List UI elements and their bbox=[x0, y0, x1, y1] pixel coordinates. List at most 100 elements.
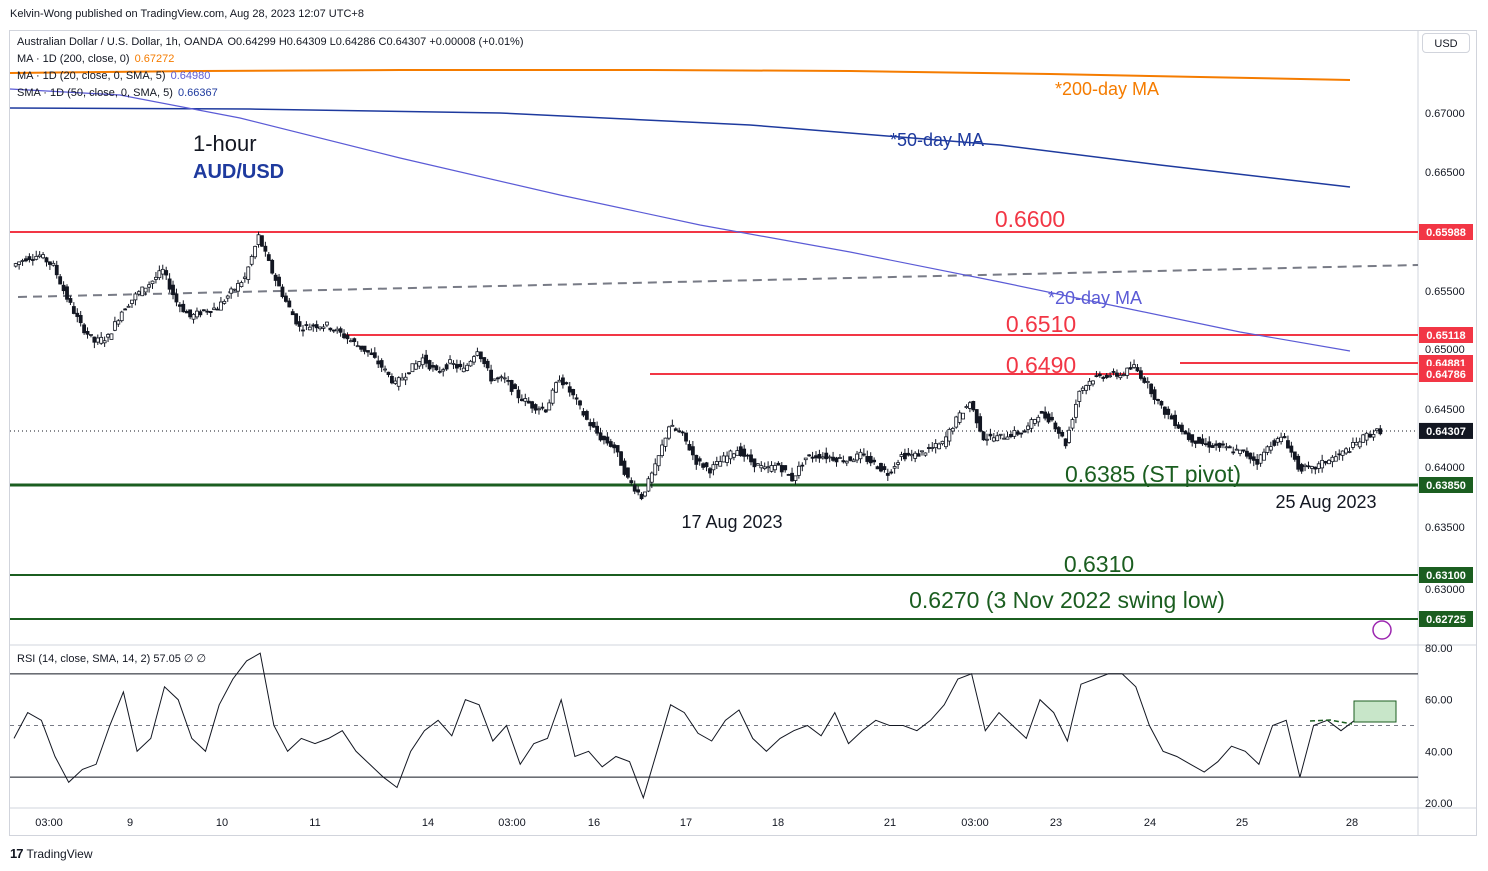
candle-body bbox=[424, 354, 429, 364]
candle-body bbox=[629, 480, 634, 484]
candle-body bbox=[431, 365, 435, 368]
candle-body bbox=[1015, 431, 1020, 435]
candle-body bbox=[1111, 371, 1116, 373]
candle-body bbox=[1050, 416, 1054, 421]
candle-body bbox=[653, 463, 658, 476]
candle-body bbox=[1227, 446, 1232, 449]
candle-body bbox=[403, 376, 408, 381]
candle-body bbox=[1255, 459, 1260, 465]
trendline-dashed bbox=[17, 264, 1419, 298]
rsi-panel bbox=[10, 652, 1418, 800]
candle-body bbox=[547, 402, 552, 411]
candle-body bbox=[882, 466, 887, 471]
candle-body bbox=[1214, 443, 1219, 446]
candle-body bbox=[721, 455, 726, 463]
candle-body bbox=[461, 367, 466, 373]
price-tick-label: 0.65000 bbox=[1425, 344, 1465, 356]
candle-body bbox=[1197, 436, 1201, 444]
candle-body bbox=[239, 282, 244, 288]
candle-body bbox=[1046, 413, 1051, 423]
candle-body bbox=[773, 465, 777, 471]
candle-body bbox=[1268, 446, 1273, 451]
ma20-value: 0.64980 bbox=[170, 70, 211, 82]
candle-body bbox=[516, 389, 521, 399]
candle-body bbox=[807, 454, 812, 457]
candle-body bbox=[673, 428, 678, 431]
candle-body bbox=[889, 471, 894, 474]
ma20-line bbox=[9, 88, 1351, 352]
time-tick-label: 03:00 bbox=[961, 817, 989, 829]
candle-body bbox=[540, 406, 545, 409]
ma200-value: 0.67272 bbox=[134, 53, 175, 65]
candle-body bbox=[1299, 464, 1304, 472]
candle-body bbox=[136, 291, 141, 295]
horizontal-levels bbox=[10, 231, 1419, 620]
rsi-legend[interactable]: RSI (14, close, SMA, 14, 2) 57.05 ∅ ∅ bbox=[17, 653, 207, 665]
candle-body bbox=[458, 363, 463, 368]
candle-body bbox=[1009, 434, 1013, 438]
candle-body bbox=[1029, 419, 1034, 429]
candle-body bbox=[1135, 367, 1140, 372]
candle-body bbox=[396, 377, 401, 387]
candle-body bbox=[195, 310, 199, 318]
candle-body bbox=[855, 453, 859, 461]
candle-body bbox=[523, 398, 528, 402]
candle-body bbox=[950, 428, 955, 432]
candle-body bbox=[1128, 367, 1133, 370]
candle-body bbox=[892, 466, 897, 469]
candle-body bbox=[352, 338, 357, 343]
legend-sma50[interactable]: SMA · 1D (50, close, 0, SMA, 5) 0.66367 bbox=[17, 87, 218, 99]
candle-body bbox=[1091, 380, 1095, 385]
price-badge bbox=[1419, 567, 1473, 583]
candle-body bbox=[649, 472, 654, 483]
legend-ma20[interactable]: MA · 1D (20, close, 0, SMA, 5) 0.64980 bbox=[17, 70, 210, 82]
candle-body bbox=[434, 365, 439, 371]
candle-body bbox=[1217, 442, 1222, 448]
candle-body bbox=[133, 293, 138, 301]
candle-body bbox=[17, 261, 22, 265]
candle-body bbox=[861, 453, 866, 456]
resistance-0510-label: 0.6510 bbox=[1006, 311, 1076, 337]
candle-body bbox=[1101, 376, 1106, 379]
candle-body bbox=[1221, 443, 1225, 446]
candle-body bbox=[362, 345, 367, 352]
candle-body bbox=[625, 467, 630, 478]
candle-body bbox=[1125, 367, 1130, 376]
publisher-credit: Kelvin-Wong published on TradingView.com… bbox=[10, 8, 364, 20]
candle-body bbox=[99, 336, 104, 344]
candle-body bbox=[667, 426, 671, 439]
candle-body bbox=[728, 450, 733, 460]
candle-body bbox=[1364, 432, 1369, 441]
candle-body bbox=[301, 329, 305, 332]
candle-body bbox=[205, 310, 210, 313]
candle-body bbox=[242, 276, 247, 279]
price-badge-label: 0.64307 bbox=[1426, 426, 1466, 438]
candle-body bbox=[485, 360, 490, 369]
candle-body bbox=[106, 334, 110, 338]
candle-body bbox=[639, 493, 644, 500]
price-badge-label: 0.65118 bbox=[1426, 330, 1465, 342]
legend-ma200[interactable]: MA · 1D (200, close, 0) 0.67272 bbox=[17, 53, 174, 65]
candle-body bbox=[1344, 448, 1348, 454]
time-tick-label: 03:00 bbox=[35, 817, 63, 829]
candle-body bbox=[277, 276, 281, 287]
price-badge bbox=[1419, 366, 1473, 382]
legend-symbol-line: Australian Dollar / U.S. Dollar, 1h, OAN… bbox=[17, 36, 524, 48]
candle-body bbox=[974, 409, 979, 424]
candle-body bbox=[468, 360, 473, 367]
candle-body bbox=[1149, 383, 1154, 395]
candle-body bbox=[1132, 364, 1136, 368]
candle-body bbox=[704, 462, 709, 468]
candle-body bbox=[1347, 451, 1352, 453]
support-6310-label: 0.6310 bbox=[1064, 551, 1134, 577]
candle-body bbox=[619, 451, 623, 466]
candle-body bbox=[417, 361, 422, 367]
candle-body bbox=[817, 453, 822, 459]
tradingview-logo[interactable]: 17 TradingView bbox=[10, 846, 93, 861]
candle-body bbox=[407, 372, 411, 375]
currency-button[interactable]: USD bbox=[1422, 33, 1470, 53]
time-tick-label: 28 bbox=[1346, 817, 1358, 829]
candle-body bbox=[903, 452, 907, 460]
candle-body bbox=[167, 278, 172, 290]
